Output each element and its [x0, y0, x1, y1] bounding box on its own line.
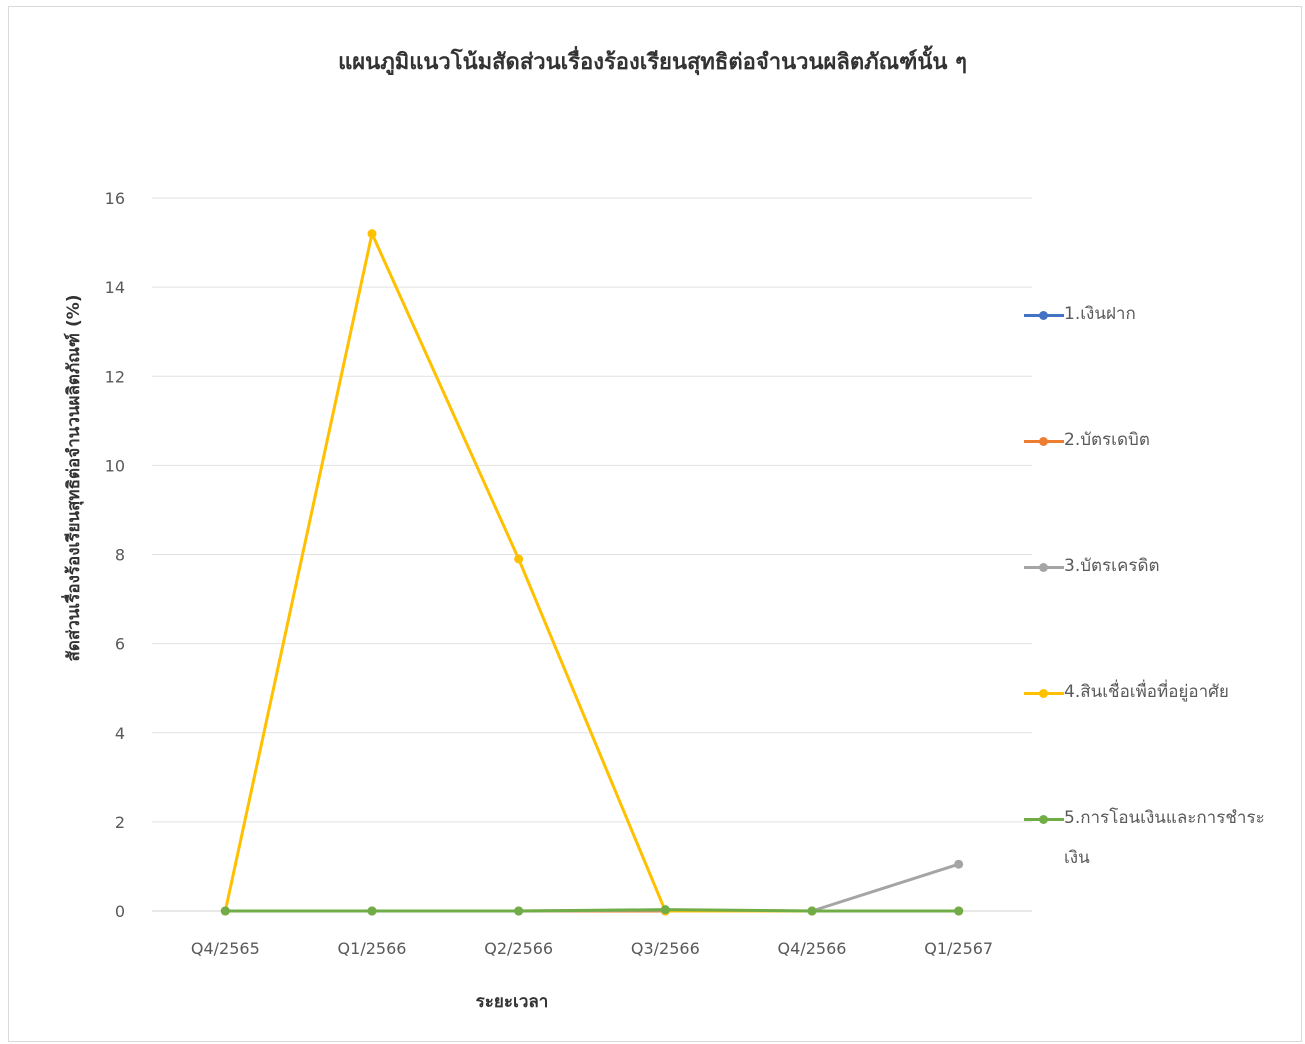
x-tick-label: Q2/2566 [484, 939, 553, 958]
y-tick-labels: 0 2 4 6 8 10 12 14 16 [105, 189, 125, 921]
x-axis-label: ระยะเวลา [475, 992, 549, 1012]
data-point [367, 229, 377, 239]
x-tick-label: Q3/2566 [631, 939, 700, 958]
chart-frame [8, 6, 1302, 1042]
data-point [660, 905, 670, 915]
series-lines [220, 229, 964, 916]
data-point [514, 554, 524, 564]
data-point [367, 906, 377, 916]
legend-label: 3.บัตรเครดิต [1064, 556, 1160, 576]
legend-item: 3.บัตรเครดิต [1024, 556, 1284, 586]
legend-item: 2.บัตรเดบิต [1024, 430, 1284, 460]
legend-swatch [1024, 687, 1064, 701]
data-point [220, 906, 230, 916]
y-tick-label: 14 [105, 278, 125, 297]
legend-label: 5.การโอนเงินและการชำระเงิน [1064, 808, 1265, 868]
series-line [225, 908, 959, 913]
y-tick-label: 10 [105, 456, 125, 475]
y-tick-label: 4 [115, 724, 125, 743]
legend-label: 2.บัตรเดบิต [1064, 430, 1150, 450]
gridlines [152, 197, 1032, 912]
x-tick-label: Q4/2565 [191, 939, 260, 958]
y-tick-label: 0 [115, 902, 125, 921]
series-line [223, 232, 959, 913]
y-tick-label: 6 [115, 635, 125, 654]
legend-label: 1.เงินฝาก [1064, 304, 1136, 324]
y-tick-label: 2 [115, 813, 125, 832]
series-line [225, 862, 960, 913]
data-point [807, 906, 817, 916]
x-tick-label: Q1/2566 [338, 939, 407, 958]
legend-swatch [1024, 309, 1064, 323]
data-point [514, 906, 524, 916]
legend-item: 5.การโอนเงินและการชำระเงิน [1024, 808, 1284, 878]
legend-label: 4.สินเชื่อเพื่อที่อยู่อาศัย [1064, 682, 1229, 702]
data-point [954, 859, 964, 869]
x-tick-label: Q4/2566 [778, 939, 847, 958]
series-4 [220, 229, 964, 916]
legend-swatch [1024, 561, 1064, 575]
series-3 [220, 859, 964, 916]
series-5 [220, 905, 964, 916]
y-tick-label: 12 [105, 367, 125, 386]
y-tick-label: 8 [115, 546, 125, 565]
legend-item: 1.เงินฝาก [1024, 304, 1284, 334]
legend-item: 4.สินเชื่อเพื่อที่อยู่อาศัย [1024, 682, 1284, 712]
y-tick-label: 16 [105, 189, 125, 208]
data-point [954, 906, 964, 916]
legend-swatch [1024, 435, 1064, 449]
x-tick-label: Q1/2567 [924, 939, 993, 958]
chart-title: แผนภูมิแนวโน้มสัดส่วนเรื่องร้องเรียนสุทธ… [338, 50, 967, 75]
legend-swatch [1024, 813, 1064, 827]
x-tick-labels: Q4/2565 Q1/2566 Q2/2566 Q3/2566 Q4/2566 Q1/25… [191, 939, 993, 958]
